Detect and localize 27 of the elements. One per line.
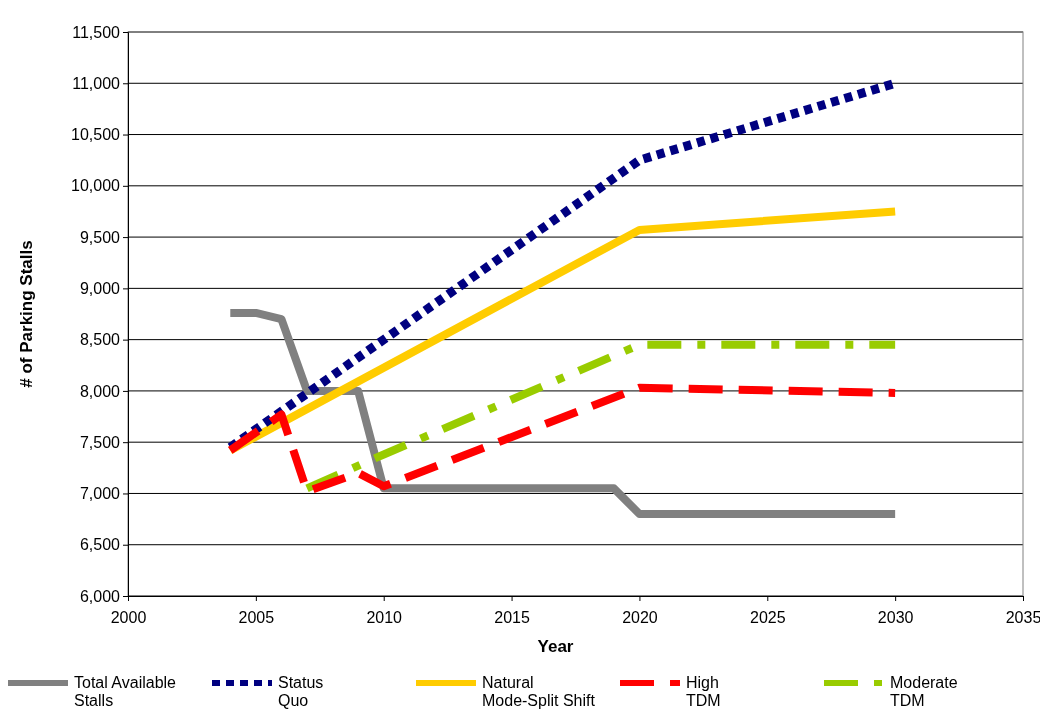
y-axis-title: # of Parking Stalls: [17, 240, 36, 388]
legend-label: Status Quo: [278, 674, 324, 709]
legend-label: High TDM: [686, 674, 721, 709]
y-tick-label: 8,000: [79, 382, 121, 400]
x-tick-label: 2025: [749, 609, 786, 627]
legend-label: Total Available Stalls: [74, 674, 177, 709]
x-tick-label: 2035: [1005, 609, 1040, 627]
x-tick-label: 2020: [622, 609, 658, 627]
y-tick-label: 10,000: [71, 177, 121, 195]
y-tick-label: 7,500: [79, 433, 121, 451]
y-tick-label: 8,500: [79, 331, 121, 349]
x-tick-label: 2030: [877, 609, 914, 627]
y-tick-label: 6,000: [79, 587, 121, 605]
y-tick-label: 11,500: [72, 23, 121, 41]
legend-label: Moderate TDM: [890, 674, 958, 709]
x-axis-title: Year: [537, 637, 574, 656]
y-tick-label: 9,000: [79, 279, 121, 297]
y-tick-label: 6,500: [79, 536, 121, 554]
x-tick-label: 2005: [238, 609, 275, 627]
x-tick-label: 2010: [366, 609, 403, 627]
y-tick-label: 10,500: [71, 126, 121, 144]
y-tick-label: 11,000: [72, 74, 121, 92]
x-tick-label: 2015: [494, 609, 530, 627]
legend-label: Natural Mode-Split Shift: [482, 674, 596, 709]
y-tick-label: 9,500: [79, 228, 121, 246]
y-tick-label: 7,000: [79, 485, 121, 503]
x-tick-label: 2000: [110, 609, 147, 627]
